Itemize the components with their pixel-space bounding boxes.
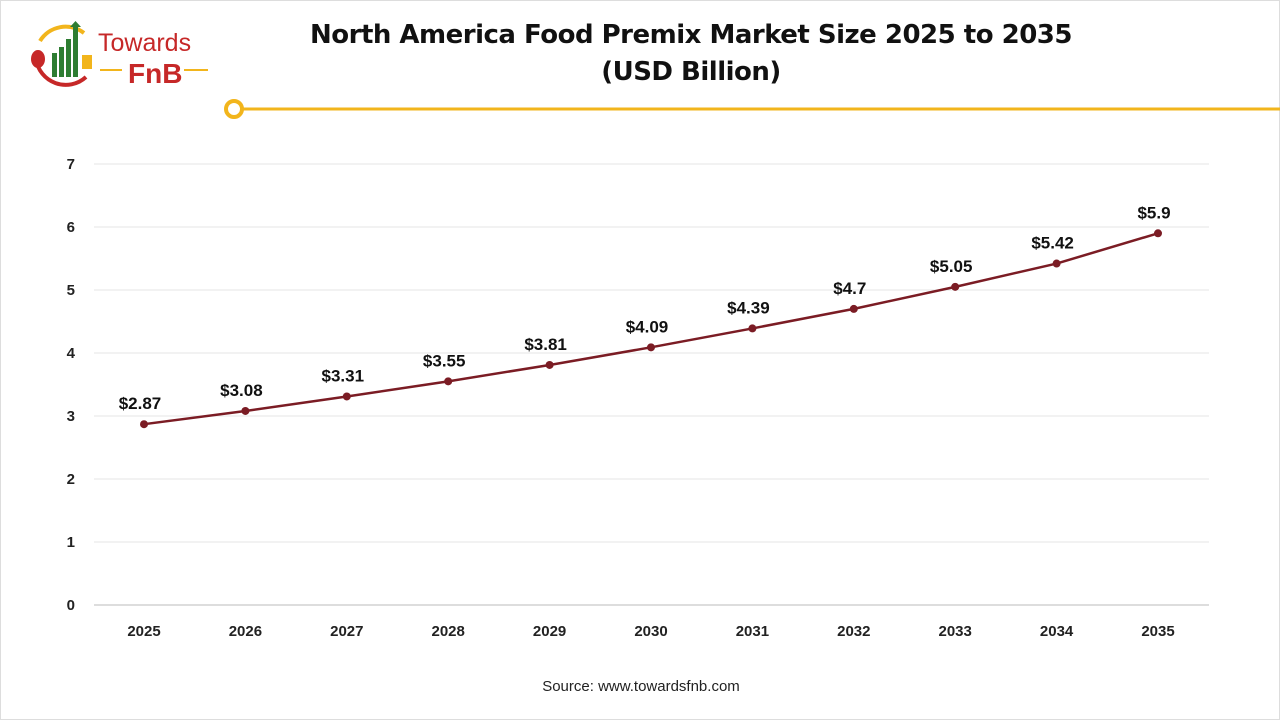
data-point	[140, 420, 148, 429]
data-point	[1154, 229, 1162, 238]
y-tick-label: 3	[67, 408, 75, 425]
data-point	[748, 324, 757, 333]
x-tick-label: 2034	[1040, 623, 1074, 640]
y-tick-label: 5	[67, 282, 75, 299]
x-tick-label: 2026	[229, 623, 262, 640]
data-label: $2.87	[119, 394, 162, 413]
x-tick-label: 2030	[634, 623, 667, 640]
x-tick-label: 2028	[432, 623, 465, 640]
data-label: $3.31	[322, 366, 365, 385]
y-tick-label: 0	[67, 597, 75, 614]
data-point	[241, 406, 250, 415]
data-label: $3.55	[423, 351, 466, 370]
x-tick-label: 2032	[837, 623, 870, 640]
y-tick-label: 2	[67, 471, 75, 488]
title-divider	[224, 99, 1280, 119]
data-label: $5.05	[930, 257, 973, 276]
data-label: $3.81	[524, 335, 567, 354]
data-label: $5.9	[1137, 203, 1170, 222]
data-label: $5.42	[1031, 234, 1074, 253]
data-label: $4.09	[626, 317, 669, 336]
y-tick-label: 4	[67, 345, 76, 362]
x-tick-label: 2025	[127, 623, 160, 640]
towards-fnb-logo: Towards FnB	[26, 19, 216, 91]
data-label: $4.7	[833, 279, 866, 298]
x-tick-label: 2029	[533, 623, 566, 640]
chart-title-block: North America Food Premix Market Size 20…	[301, 17, 1081, 91]
chart-subtitle: (USD Billion)	[601, 57, 781, 87]
data-point	[1052, 259, 1061, 268]
data-point	[545, 360, 554, 369]
data-point	[849, 304, 858, 313]
x-tick-label: 2027	[330, 623, 363, 640]
y-tick-label: 6	[67, 219, 75, 236]
chart-title: North America Food Premix Market Size 20…	[310, 20, 1072, 50]
x-tick-label: 2035	[1141, 623, 1174, 640]
y-tick-label: 1	[67, 534, 75, 551]
data-label: $3.08	[220, 381, 263, 400]
x-tick-label: 2033	[939, 623, 972, 640]
x-tick-label: 2031	[736, 623, 769, 640]
data-point	[951, 282, 960, 291]
source-note: Source: www.towardsfnb.com	[542, 678, 740, 695]
data-point	[647, 343, 655, 352]
logo-text-fnb: FnB	[128, 58, 182, 89]
data-point	[342, 392, 351, 401]
y-tick-label: 7	[67, 156, 75, 173]
data-point	[444, 377, 453, 386]
data-label: $4.39	[727, 298, 770, 317]
logo-text-towards: Towards	[98, 29, 191, 57]
